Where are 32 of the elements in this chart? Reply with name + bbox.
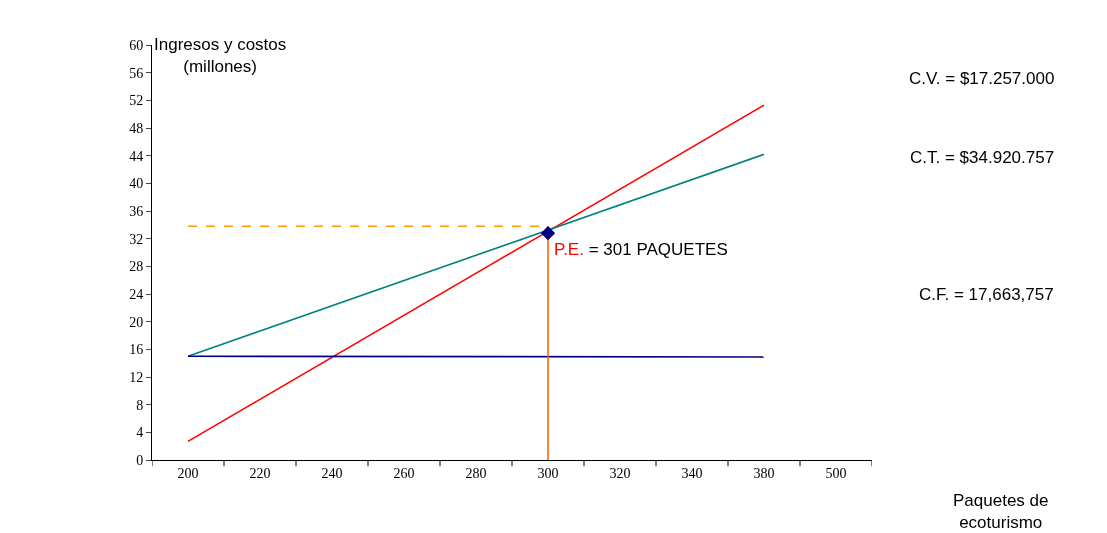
x-tick-label: 200 [177,465,199,481]
y-tick-label: 60 [129,37,144,53]
x-tick-label: 220 [249,465,271,481]
x-tick-label: 340 [681,465,703,481]
text: C.T. = $34.920.757 [910,148,1055,167]
y-tick-label: 8 [136,397,144,413]
y-tick-label: 32 [129,231,144,247]
y-tick-label: 12 [129,369,144,385]
y-tick-label: 44 [129,148,144,164]
x-tick-label: 380 [753,465,775,481]
x-tick-label: 280 [465,465,487,481]
y-tick-label: 0 [136,452,144,468]
text: C.F. = 17,663,757 [919,285,1054,304]
text: C.V. = $17.257.000 [909,69,1055,88]
y-tick-label: 56 [129,65,144,81]
x-tick-label: 320 [609,465,631,481]
y-tick-label: 36 [129,203,144,219]
y-tick-label: 4 [136,425,144,441]
y-tick-label: 48 [129,120,144,136]
y-tick-label: 40 [129,176,144,192]
y-tick-label: 24 [129,286,144,302]
y-tick-label: 52 [129,93,144,109]
y-tick-label: 28 [129,259,144,275]
x-tick-label: 500 [825,465,847,481]
x-tick-label: 260 [393,465,415,481]
x-tick-label: 240 [321,465,343,481]
y-tick-label: 16 [129,342,144,358]
x-axis-title: Paquetes de ecoturismo [953,491,1049,533]
annotation: P.E. = 301 PAQUETES [554,240,728,259]
y-axis-title: Ingresos y costos (millones) [154,35,287,77]
x-tick-label: 300 [537,465,559,481]
y-tick-label: 20 [129,314,144,330]
